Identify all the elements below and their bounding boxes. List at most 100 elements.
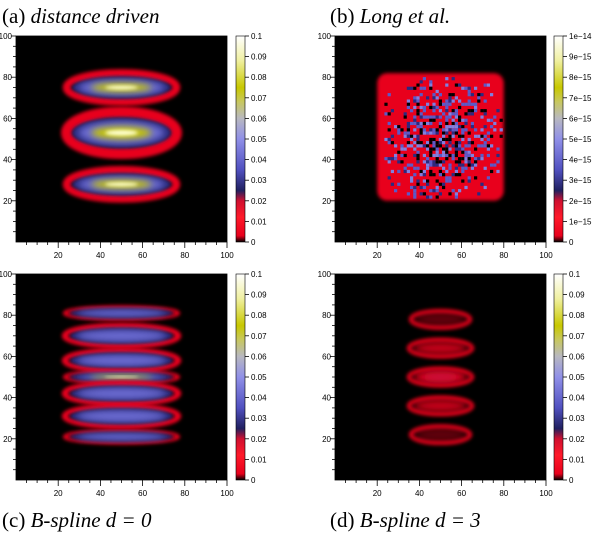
blob-ring-d-1 xyxy=(406,337,475,359)
noise-cell xyxy=(419,173,423,177)
noise-cell xyxy=(464,157,468,161)
noise-cell xyxy=(416,134,420,138)
noise-cell xyxy=(448,115,452,119)
noise-cell xyxy=(448,102,452,106)
caption-a-prefix: (a) xyxy=(2,4,31,28)
y-tick-label: 20 xyxy=(3,197,12,206)
noise-cell xyxy=(438,109,442,113)
noise-cell xyxy=(448,125,452,129)
noise-cell xyxy=(435,141,439,145)
panel-c: 20 40 60 80 1002040608010000.010.020.030.040… xyxy=(0,270,267,498)
noise-cell xyxy=(422,105,426,110)
noise-cell xyxy=(461,166,465,170)
noise-cell xyxy=(416,160,420,164)
noise-cell xyxy=(435,195,439,199)
noise-cell xyxy=(416,153,420,158)
noise-cell xyxy=(467,112,471,116)
noise-cell xyxy=(390,109,394,113)
x-tick-label: 80 xyxy=(499,251,508,260)
noise-cell xyxy=(470,102,474,106)
noise-cell xyxy=(490,163,494,167)
noise-cell xyxy=(416,96,420,100)
noise-cell xyxy=(432,105,436,110)
noise-cell xyxy=(474,128,478,132)
y-tick-label: 60 xyxy=(322,352,331,361)
noise-cell xyxy=(496,169,500,174)
noise-cell xyxy=(422,109,426,113)
noise-cell xyxy=(435,105,439,110)
noise-cell xyxy=(467,99,471,103)
blob-ring-d-4 xyxy=(408,424,473,446)
y-tick-label: 60 xyxy=(322,114,331,123)
noise-cell xyxy=(483,83,487,87)
noise-cell xyxy=(454,160,458,164)
noise-cell xyxy=(451,125,455,129)
noise-cell xyxy=(429,105,433,110)
noise-cell xyxy=(432,141,436,145)
noise-cell xyxy=(429,86,433,90)
noise-cell xyxy=(442,141,446,145)
noise-cell xyxy=(474,102,478,106)
panel-b: 20 40 60 80 100 20 40 60 80 100 0 1e−15 2e−15 3e−15 4e… xyxy=(318,32,592,260)
noise-cell xyxy=(445,157,449,161)
noise-cell xyxy=(387,121,391,126)
noise-cell xyxy=(496,160,500,164)
noise-cell xyxy=(397,128,401,132)
noise-cell xyxy=(442,173,446,177)
noise-cell xyxy=(387,157,391,161)
blob-mid-c-5 xyxy=(77,410,166,422)
noise-cell xyxy=(403,134,407,138)
noise-cell xyxy=(454,173,458,177)
noise-cell xyxy=(451,93,455,97)
noise-cell xyxy=(483,99,487,103)
noise-cell xyxy=(400,147,404,151)
noise-cell xyxy=(429,80,433,84)
colorbar-tick-label: 0.05 xyxy=(569,373,585,382)
colorbar-tick-label: 0.1 xyxy=(251,32,263,41)
noise-cell xyxy=(442,153,446,158)
x-tick-label: 60 xyxy=(457,489,466,498)
blob-ring-c-5 xyxy=(61,403,182,430)
noise-cell xyxy=(470,125,474,129)
noise-cell xyxy=(458,160,462,164)
noise-cell xyxy=(416,166,420,170)
noise-cell xyxy=(416,125,420,129)
noise-cell xyxy=(470,153,474,158)
blob-d-1 xyxy=(406,337,475,359)
noise-cell xyxy=(470,163,474,167)
blob-fill-d-4 xyxy=(415,428,466,442)
noise-cell xyxy=(451,157,455,161)
noise-cell xyxy=(394,125,398,129)
noise-cell xyxy=(458,105,462,110)
noise-cell xyxy=(486,83,490,87)
noise-cell xyxy=(429,160,433,164)
noise-cell xyxy=(384,157,388,161)
noise-cell xyxy=(422,192,426,196)
noise-cell xyxy=(438,137,442,142)
colorbar-tick-label: 5e−15 xyxy=(569,135,592,144)
colorbar-tick-label: 0.03 xyxy=(569,414,585,423)
noise-cell xyxy=(474,157,478,161)
noise-cell xyxy=(451,118,455,122)
x-tick-label: 40 xyxy=(96,489,105,498)
noise-cell xyxy=(419,131,423,135)
noise-cell xyxy=(442,150,446,154)
noise-cell xyxy=(403,153,407,158)
noise-cell xyxy=(442,137,446,142)
noise-cell xyxy=(426,144,430,148)
noise-cell xyxy=(410,121,414,126)
blob-core-a-1 xyxy=(105,129,138,136)
noise-cell xyxy=(410,163,414,167)
y-tick-label: 20 xyxy=(322,435,331,444)
x-tick-label: 100 xyxy=(220,489,234,498)
noise-cell xyxy=(442,160,446,164)
noise-cell xyxy=(410,86,414,90)
noise-cell xyxy=(445,169,449,174)
noise-cell xyxy=(448,137,452,142)
noise-cell xyxy=(406,105,410,110)
noise-cell xyxy=(445,150,449,154)
noise-cell xyxy=(480,153,484,158)
noise-cell xyxy=(490,169,494,174)
blob-ring-d-0 xyxy=(408,308,473,330)
noise-cell xyxy=(416,144,420,148)
